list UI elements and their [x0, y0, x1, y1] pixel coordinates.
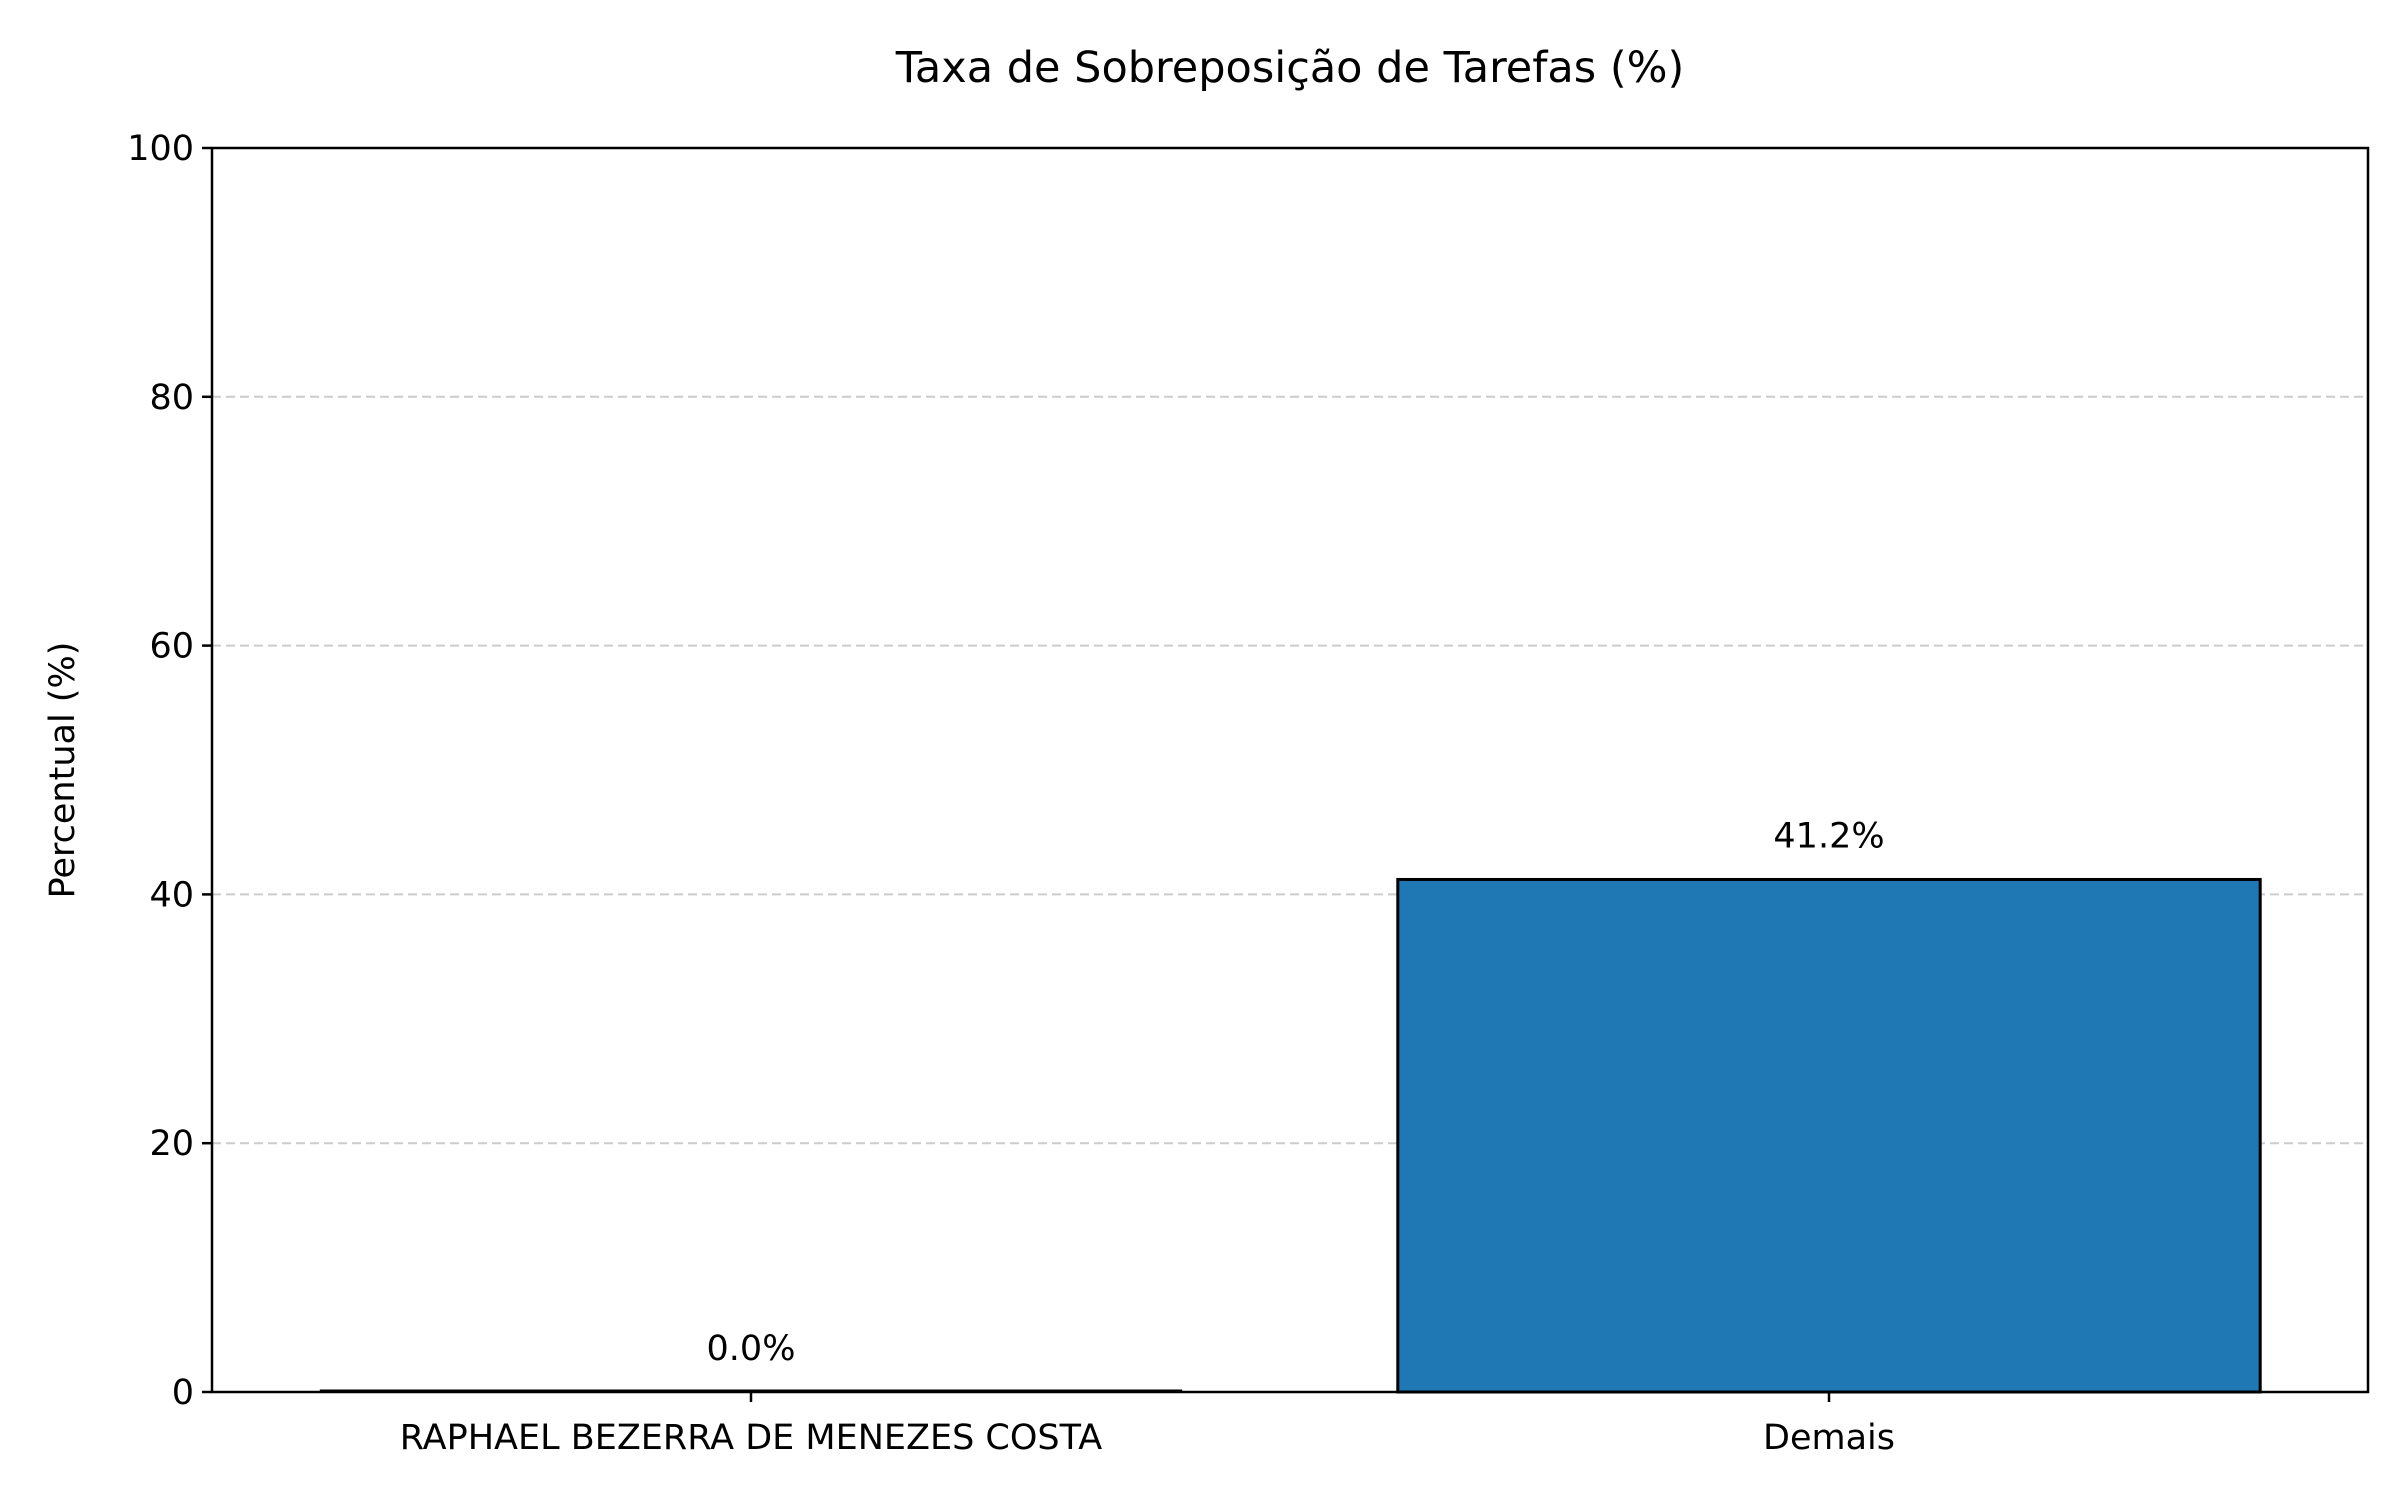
y-tick-label: 80 — [149, 378, 194, 418]
x-tick-label: RAPHAEL BEZERRA DE MENEZES COSTA — [400, 1418, 1103, 1458]
y-tick-label: 0 — [172, 1373, 194, 1413]
y-tick-label: 40 — [149, 875, 194, 915]
y-tick-label: 60 — [149, 627, 194, 667]
data-labels: 0.0% 41.2% — [707, 816, 1885, 1369]
y-axis-label: Percentual (%) — [43, 642, 83, 899]
bar-1 — [1396, 877, 2262, 1394]
axes: 0 20 40 60 80 100 RAPHAEL BEZERRA DE MENEZES C… — [127, 129, 2370, 1458]
y-tick-label: 100 — [127, 129, 194, 169]
chart-title: Taxa de Sobreposição de Tarefas (%) — [895, 43, 1684, 93]
data-label-1: 41.2% — [1773, 816, 1884, 856]
y-tick-label: 20 — [149, 1124, 194, 1164]
plot-frame — [210, 146, 2370, 1394]
data-label-0: 0.0% — [707, 1329, 796, 1369]
bars — [319, 877, 2262, 1394]
x-tick-label: Demais — [1763, 1418, 1895, 1458]
